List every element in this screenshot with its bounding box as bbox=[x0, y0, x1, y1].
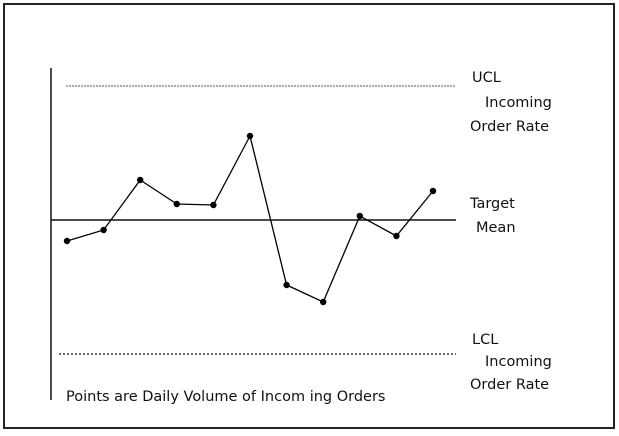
data-point bbox=[63, 237, 71, 245]
ucl-label: UCL bbox=[472, 70, 501, 86]
data-point bbox=[246, 132, 254, 140]
lcl-label: Order Rate bbox=[470, 377, 549, 393]
data-point bbox=[320, 298, 327, 306]
ucl-label: Incoming bbox=[485, 95, 552, 111]
data-point bbox=[137, 176, 144, 184]
data-point bbox=[283, 281, 290, 289]
data-point bbox=[173, 200, 180, 208]
frame bbox=[3, 3, 615, 429]
note: Points are Daily Volume of Incom ing Ord… bbox=[66, 389, 385, 405]
lcl-label: LCL bbox=[472, 332, 498, 348]
lcl-label: Incoming bbox=[485, 354, 552, 370]
data-point bbox=[210, 201, 217, 209]
data-point bbox=[429, 187, 437, 195]
ucl-label: Order Rate bbox=[470, 119, 549, 135]
mean-label: Target bbox=[469, 196, 515, 212]
data-point bbox=[393, 232, 400, 240]
data-point bbox=[100, 226, 107, 234]
data-point bbox=[356, 212, 363, 220]
mean-label: Mean bbox=[476, 220, 516, 236]
